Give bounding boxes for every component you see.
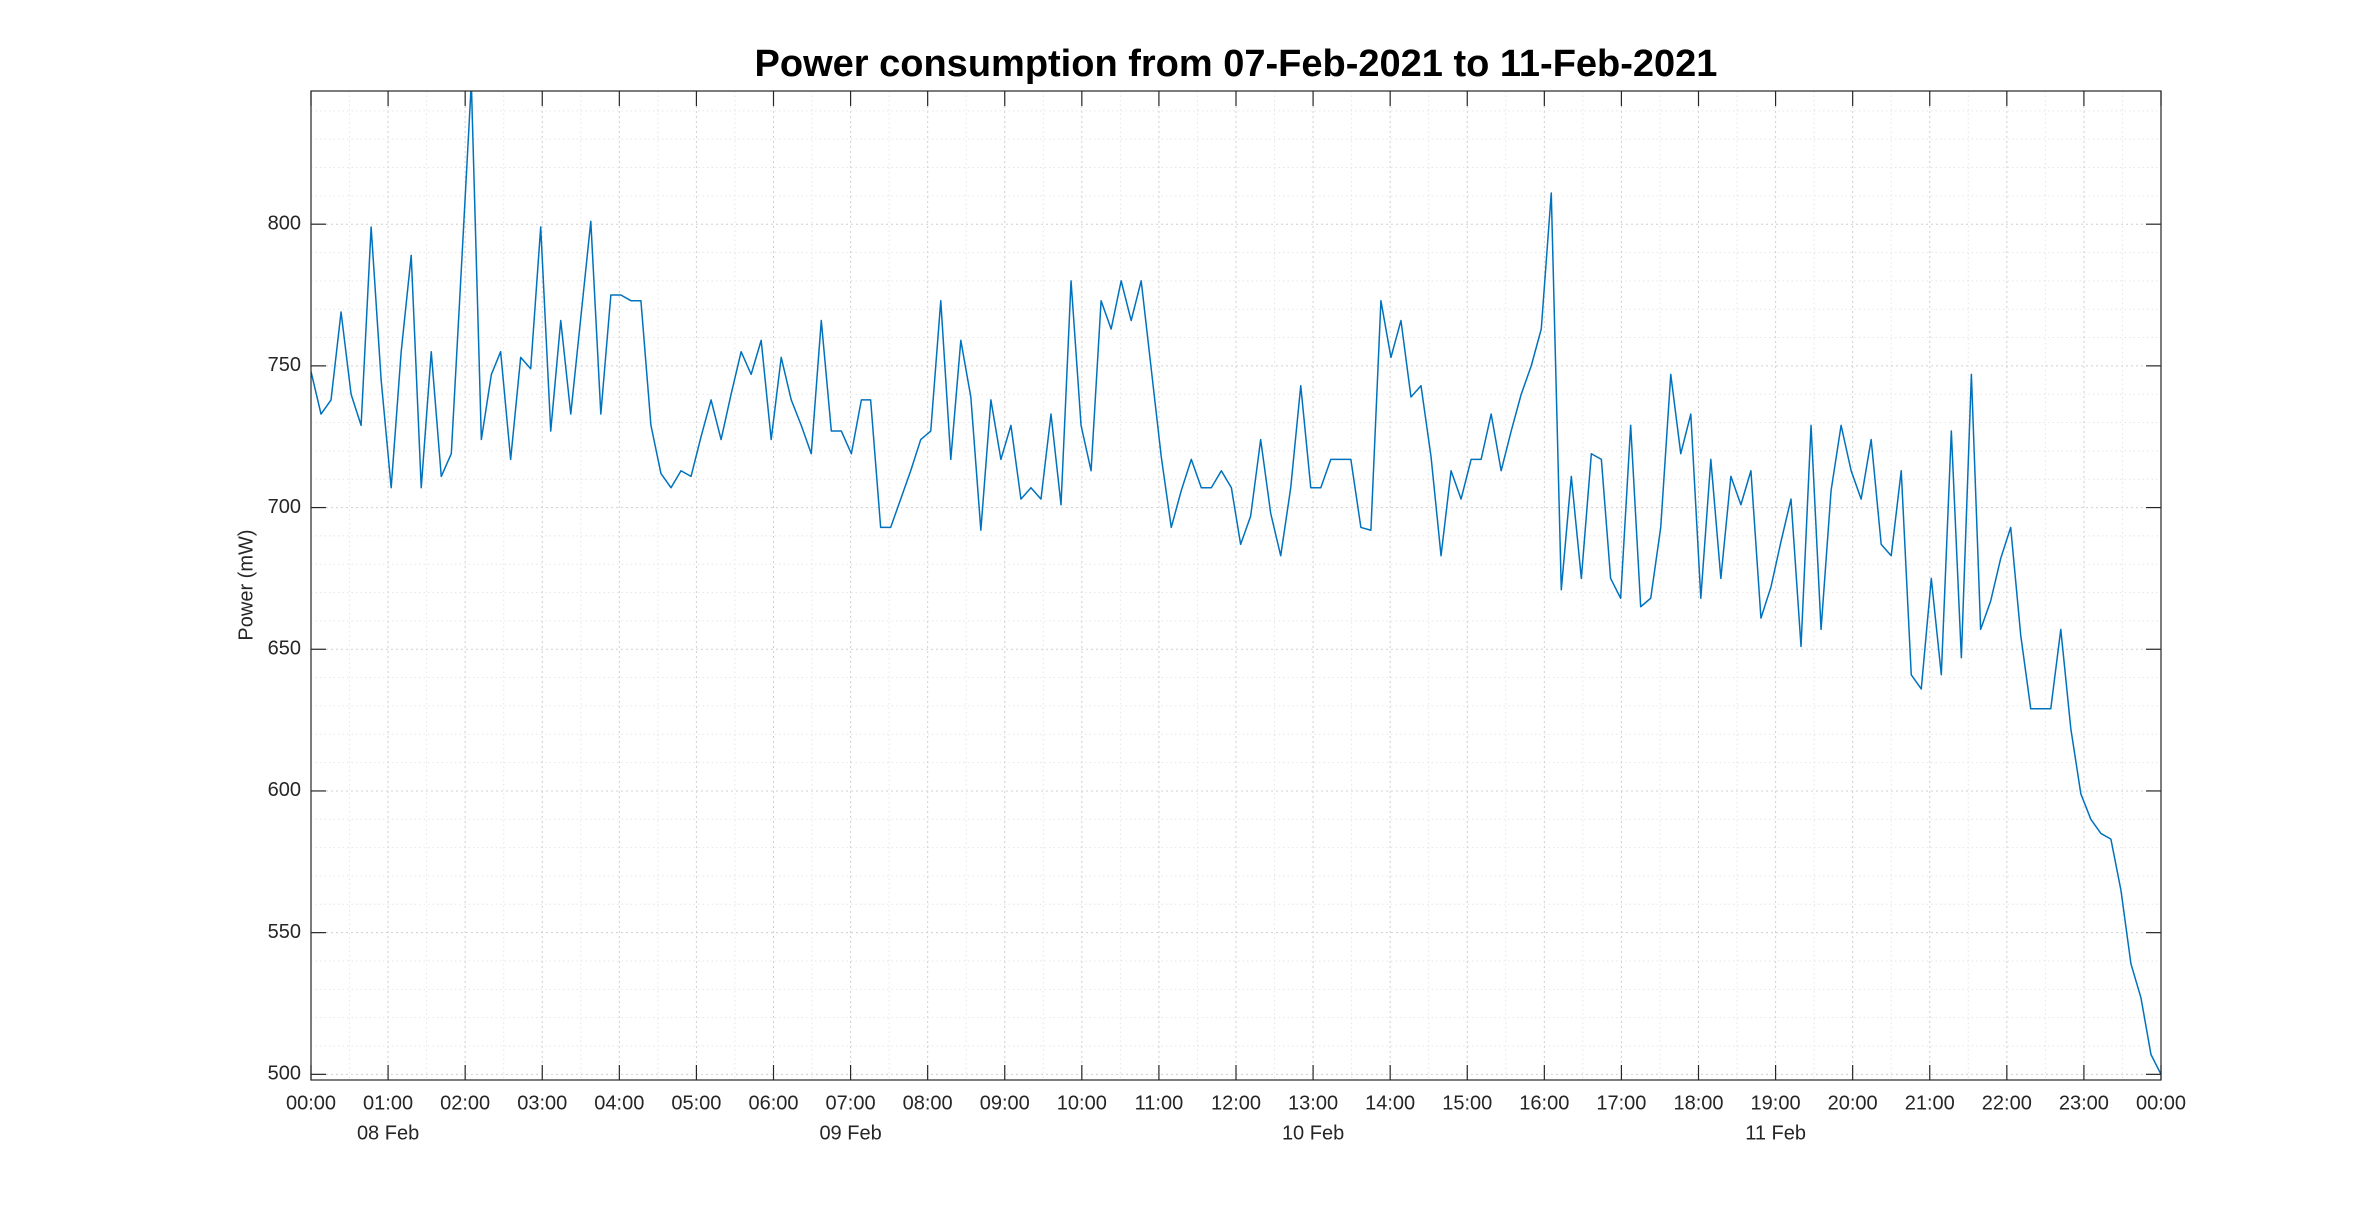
axes: 00:00 01:00 02:00 03:00 04:00 05:00 06:00 07:00… (268, 90, 2186, 1144)
x-tick-label: 18:00 (1673, 1092, 1723, 1114)
x-tick-label: 16:00 (1519, 1092, 1569, 1114)
axes-box (310, 90, 2162, 1081)
x-date-label: 09 Feb (819, 1122, 881, 1144)
x-tick-label: 02:00 (440, 1092, 490, 1114)
y-tick-label: 500 (268, 1063, 301, 1085)
y-tick-label: 600 (268, 779, 301, 801)
x-tick-label: 08:00 (903, 1092, 953, 1114)
x-tick-label: 20:00 (1828, 1092, 1878, 1114)
x-tick-label: 13:00 (1288, 1092, 1338, 1114)
x-tick-label: 05:00 (671, 1092, 721, 1114)
x-tick-label: 17:00 (1596, 1092, 1646, 1114)
y-tick-label: 800 (268, 212, 301, 234)
x-tick-label: 23:00 (2059, 1092, 2109, 1114)
x-tick-label: 15:00 (1442, 1092, 1492, 1114)
x-tick-label: 03:00 (517, 1092, 567, 1114)
x-tick-label: 04:00 (594, 1092, 644, 1114)
data-line (311, 91, 2161, 1075)
y-tick-label: 650 (268, 638, 301, 660)
y-tick-label: 550 (268, 921, 301, 943)
x-tick-label: 22:00 (1982, 1092, 2032, 1114)
y-tick-label: 700 (268, 496, 301, 518)
x-tick-label: 14:00 (1365, 1092, 1415, 1114)
x-tick-label: 06:00 (748, 1092, 798, 1114)
x-date-label: 11 Feb (1745, 1122, 1806, 1144)
x-tick-label: 09:00 (980, 1092, 1030, 1114)
x-tick-label: 12:00 (1211, 1092, 1261, 1114)
x-tick-label: 21:00 (1905, 1092, 1955, 1114)
x-tick-label: 07:00 (826, 1092, 876, 1114)
x-date-label: 08 Feb (357, 1122, 419, 1144)
grid (310, 91, 2162, 1080)
x-tick-label: 00:00 (2136, 1092, 2186, 1114)
chart-title: Power consumption from 07-Feb-2021 to 11… (755, 43, 1718, 85)
x-tick-label: 11:00 (1135, 1092, 1184, 1114)
x-tick-label: 01:00 (363, 1092, 413, 1114)
x-tick-label: 19:00 (1751, 1092, 1801, 1114)
x-date-label: 10 Feb (1282, 1122, 1344, 1144)
x-tick-label: 10:00 (1057, 1092, 1107, 1114)
x-tick-label: 00:00 (286, 1092, 336, 1114)
plot-area (311, 91, 2161, 1075)
y-tick-label: 750 (268, 354, 301, 376)
y-axis-label: Power (mW) (235, 529, 257, 640)
